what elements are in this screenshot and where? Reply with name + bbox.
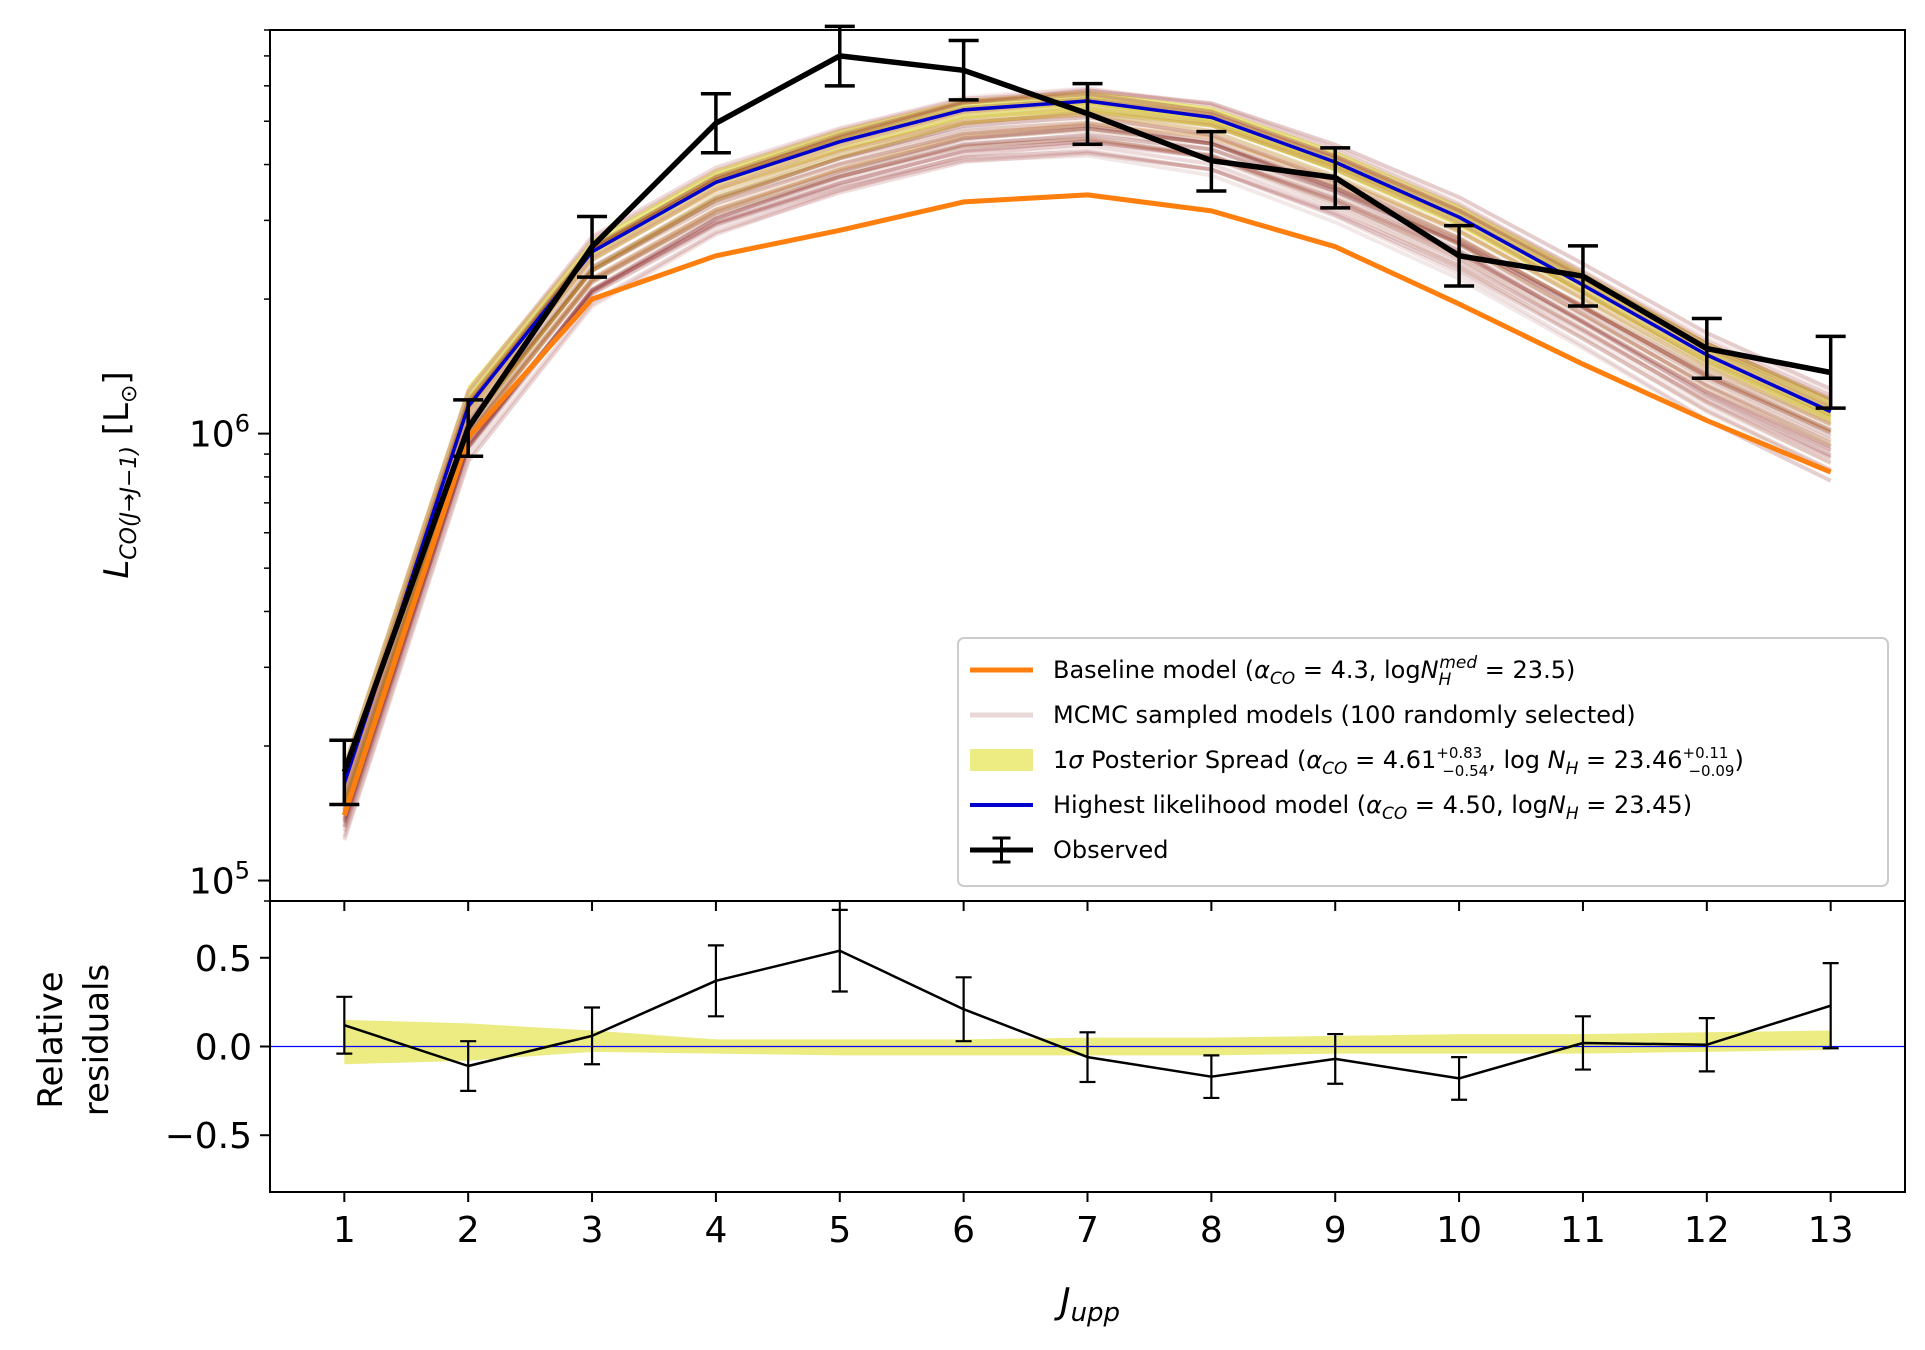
observed-errorbar xyxy=(948,38,979,102)
observed-errorbar xyxy=(1691,316,1722,381)
residual-errorbar xyxy=(955,976,972,1043)
x-tick-label: 8 xyxy=(1200,1210,1223,1251)
y-tick-label: −0.5 xyxy=(165,1116,252,1157)
x-tick-label: 6 xyxy=(952,1210,975,1251)
mcmc-sample-line xyxy=(342,150,1832,819)
y-tick-label: 105 xyxy=(189,857,250,903)
baseline-model-line xyxy=(341,192,1832,816)
x-tick-label: 9 xyxy=(1324,1210,1347,1251)
mcmc-sample-line xyxy=(342,149,1832,821)
residual-errorbar xyxy=(460,1040,477,1092)
y-axis-label: LCO(J→J−1) [L⊙] xyxy=(97,371,142,578)
x-tick-label: 10 xyxy=(1436,1210,1482,1251)
residual-errorbar xyxy=(1079,1031,1096,1084)
axis-labels: Jupp LCO(J→J−1) [L⊙] Relative residuals xyxy=(31,371,1120,1328)
legend-best-label: Highest likelihood model (αCO = 4.50, lo… xyxy=(1053,791,1692,824)
residual-errorbar xyxy=(584,1006,601,1066)
legend-box xyxy=(957,637,1889,887)
observed-errorbar xyxy=(453,398,484,458)
x-tick-label: 4 xyxy=(704,1210,727,1251)
residual-errorbar xyxy=(831,908,848,993)
observed-layer xyxy=(329,24,1846,807)
legend-band-handle xyxy=(970,749,1033,771)
residual-errorbar xyxy=(1203,1054,1220,1100)
observed-errorbar xyxy=(1072,81,1103,147)
residual-y-label-line2: residuals xyxy=(77,964,117,1116)
residual-errorbar xyxy=(1698,1017,1715,1073)
residual-errorbar xyxy=(336,995,353,1055)
legend-mcmc-label: MCMC sampled models (100 randomly select… xyxy=(1053,701,1636,729)
legend: Baseline model (αCO = 4.3, logNHmed = 23… xyxy=(957,637,1889,887)
observed-errorbar xyxy=(329,738,360,807)
x-tick-label: 5 xyxy=(828,1210,851,1251)
observed-errorbar xyxy=(1196,129,1227,193)
y-tick-label: 106 xyxy=(189,410,250,456)
legend-baseline-label: Baseline model (αCO = 4.3, logNHmed = 23… xyxy=(1053,653,1575,690)
residual-errorbar xyxy=(1451,1056,1468,1101)
legend-band-label: 1σ Posterior Spread (αCO = 4.61+0.83 −0.5… xyxy=(1053,744,1744,780)
x-tick-label: 13 xyxy=(1808,1210,1854,1251)
x-tick-label: 11 xyxy=(1560,1210,1606,1251)
x-tick-label: 12 xyxy=(1684,1210,1730,1251)
observed-errorbar xyxy=(1320,146,1351,210)
residual-errorbar xyxy=(1822,962,1839,1050)
residual-errorbar xyxy=(1327,1032,1344,1085)
mcmc-sample-line xyxy=(342,153,1832,820)
observed-errorbar xyxy=(1567,244,1598,308)
observed-errorbar xyxy=(700,92,731,155)
x-axis-label: Jupp xyxy=(1054,1281,1120,1328)
y-tick-label: 0.0 xyxy=(195,1028,252,1069)
residual-axes: −0.50.00.51 2 3 4 5 6 7 8 9 10 11 12 13 xyxy=(165,900,1906,1251)
residual-errorbar xyxy=(1574,1015,1591,1071)
x-tick-label: 3 xyxy=(581,1210,604,1251)
x-tick-label: 2 xyxy=(457,1210,480,1251)
legend-observed-label: Observed xyxy=(1053,836,1168,864)
legend-observed-handle xyxy=(970,836,1033,864)
observed-errorbar xyxy=(824,24,855,88)
mcmc-sample-line xyxy=(342,145,1832,842)
y-tick-label: 0.5 xyxy=(195,939,252,980)
x-tick-label: 1 xyxy=(333,1210,356,1251)
residual-errorbar xyxy=(707,944,724,1018)
residual-y-label-line1: Relative xyxy=(31,971,71,1108)
observed-errorbar xyxy=(1444,223,1475,288)
x-tick-label: 7 xyxy=(1076,1210,1099,1251)
observed-errorbar xyxy=(577,214,608,279)
luminosity-panel: 105 106 xyxy=(189,24,1906,911)
residuals-panel: −0.50.00.51 2 3 4 5 6 7 8 9 10 11 12 13 xyxy=(165,900,1906,1251)
observed-errorbar xyxy=(1815,334,1846,410)
residual-line-layer xyxy=(336,908,1839,1101)
